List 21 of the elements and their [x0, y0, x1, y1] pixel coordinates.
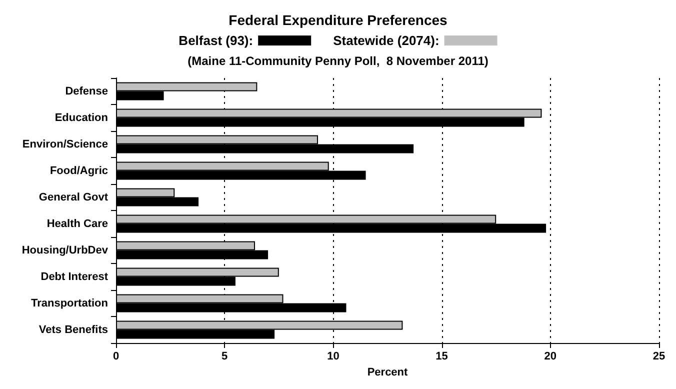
- x-tick-label: 25: [652, 350, 666, 362]
- x-tick-label: 0: [112, 350, 120, 362]
- x-axis-title: Percent: [367, 366, 408, 378]
- y-tick-label: General Govt: [38, 191, 108, 204]
- legend-label: Statewide (2074):: [333, 33, 440, 48]
- chart-subtitle: (Maine 11-Community Penny Poll, 8 November 2011): [188, 54, 488, 68]
- x-tick-label: 15: [436, 350, 448, 362]
- y-tick-label: Transportation: [30, 297, 108, 310]
- y-tick-label: Housing/UrbDev: [22, 244, 109, 256]
- y-tick-label: Environ/Science: [22, 138, 108, 150]
- y-tick-label: Debt Interest: [40, 270, 108, 283]
- y-tick-label: Food/Agric: [50, 164, 108, 177]
- y-tick-label: Education: [54, 112, 108, 124]
- legend-label: Belfast (93):: [178, 33, 254, 48]
- chart-title: Federal Expenditure Preferences: [228, 12, 448, 28]
- x-tick-label: 20: [544, 350, 557, 362]
- x-tick-label: 5: [222, 350, 228, 362]
- y-tick-label: Health Care: [46, 218, 108, 230]
- y-tick-label: Defense: [65, 85, 108, 98]
- x-tick-label: 10: [327, 350, 340, 362]
- y-tick-label: Vets Benefits: [38, 324, 108, 336]
